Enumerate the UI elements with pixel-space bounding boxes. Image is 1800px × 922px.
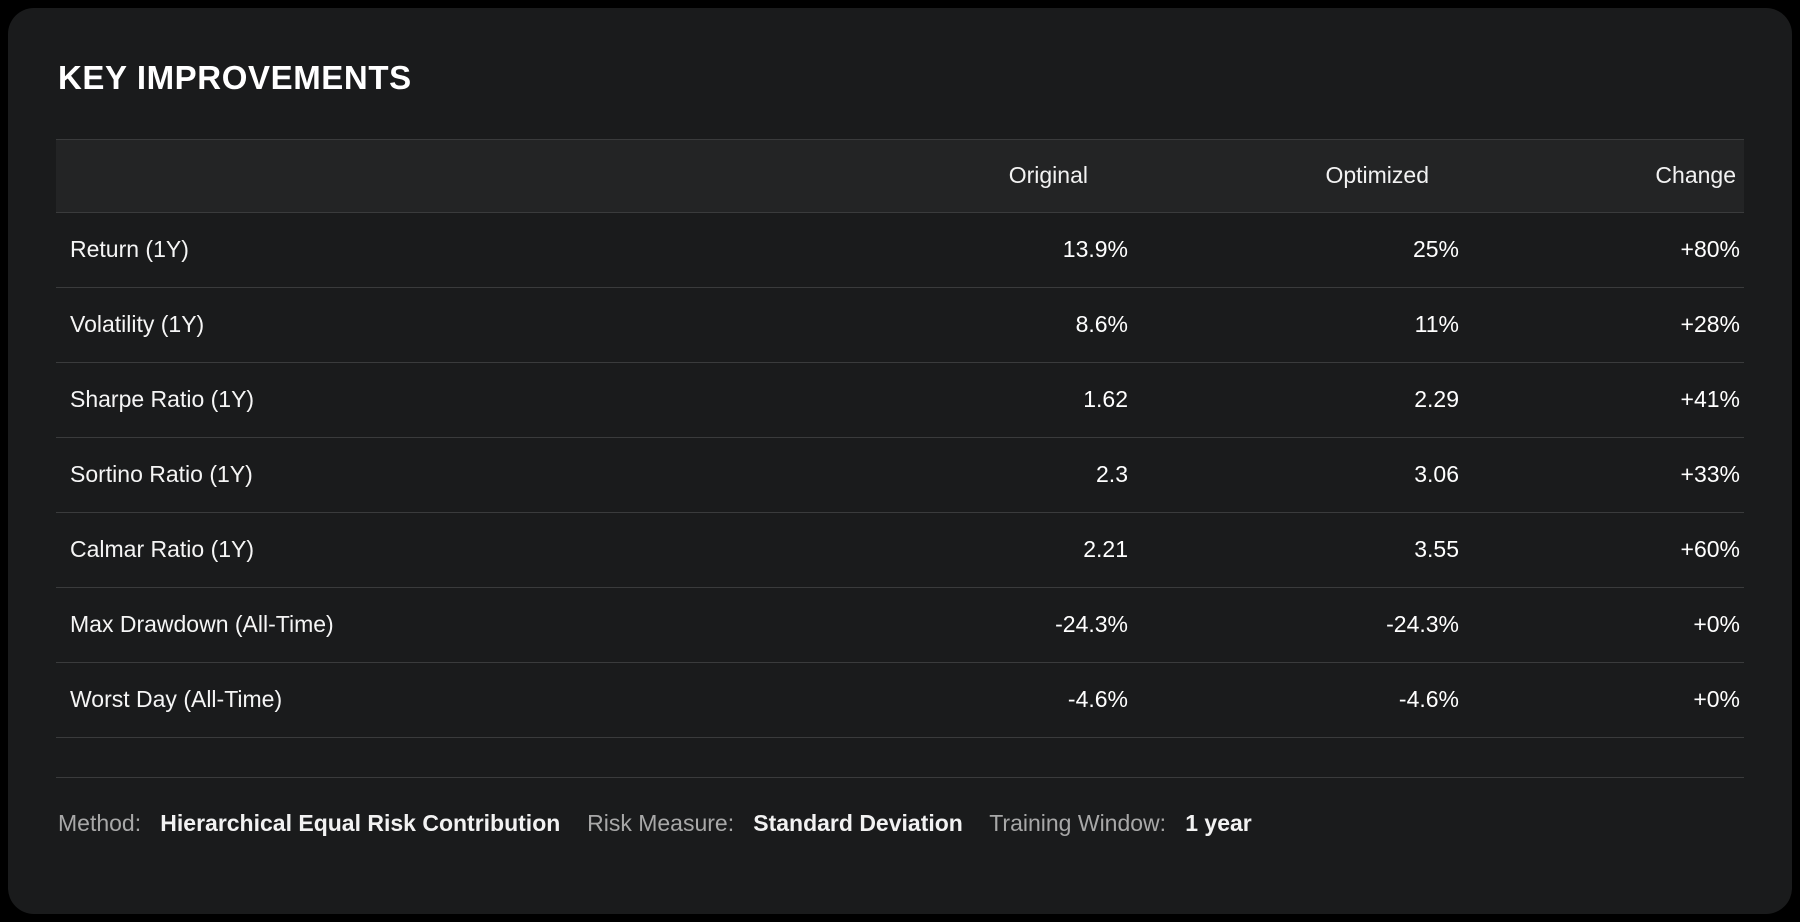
cell-optimized-value: -24.3% (1186, 587, 1486, 663)
cell-metric-name: Worst Day (All-Time) (56, 662, 886, 738)
column-header-optimized: Optimized (1186, 138, 1486, 213)
footer-meta: Method: Hierarchical Equal Risk Contribu… (56, 810, 1744, 837)
cell-optimized-value: 25% (1186, 212, 1486, 288)
cell-original-value: 8.6% (886, 287, 1186, 363)
table-row: Calmar Ratio (1Y) 2.21 3.55 +60% (56, 512, 1744, 588)
cell-change-value: +41% (1486, 362, 1744, 438)
metrics-table-wrapper: Original Optimized Change Return (1Y) 13.… (56, 138, 1744, 778)
method-value: Hierarchical Equal Risk Contribution (160, 809, 561, 836)
column-header-metric (56, 138, 886, 213)
column-header-change: Change (1486, 138, 1744, 213)
cell-metric-name: Calmar Ratio (1Y) (56, 512, 886, 588)
training-window-value: 1 year (1185, 809, 1252, 836)
cell-original-value: 13.9% (886, 212, 1186, 288)
cell-optimized-value: 2.29 (1186, 362, 1486, 438)
table-row: Max Drawdown (All-Time) -24.3% -24.3% +0% (56, 587, 1744, 663)
training-window-label: Training Window: (989, 809, 1167, 836)
table-header-row: Original Optimized Change (56, 138, 1744, 213)
cell-original-value: 2.3 (886, 437, 1186, 513)
risk-measure-label: Risk Measure: (587, 809, 735, 836)
table-row: Sharpe Ratio (1Y) 1.62 2.29 +41% (56, 362, 1744, 438)
cell-optimized-value: -4.6% (1186, 662, 1486, 738)
method-label: Method: (58, 809, 142, 836)
cell-original-value: -4.6% (886, 662, 1186, 738)
cell-change-value: +33% (1486, 437, 1744, 513)
table-row: Worst Day (All-Time) -4.6% -4.6% +0% (56, 662, 1744, 738)
cell-optimized-value: 11% (1186, 287, 1486, 363)
cell-change-value: +80% (1486, 212, 1744, 288)
cell-metric-name: Max Drawdown (All-Time) (56, 587, 886, 663)
cell-metric-name: Sharpe Ratio (1Y) (56, 362, 886, 438)
table-row: Sortino Ratio (1Y) 2.3 3.06 +33% (56, 437, 1744, 513)
cell-optimized-value: 3.06 (1186, 437, 1486, 513)
table-row: Return (1Y) 13.9% 25% +80% (56, 212, 1744, 288)
risk-measure-value: Standard Deviation (753, 809, 963, 836)
cell-change-value: +60% (1486, 512, 1744, 588)
table-body: Return (1Y) 13.9% 25% +80% Volatility (1Y) 8.… (56, 212, 1744, 738)
cell-change-value: +0% (1486, 587, 1744, 663)
cell-optimized-value: 3.55 (1186, 512, 1486, 588)
cell-original-value: 1.62 (886, 362, 1186, 438)
table-header: Original Optimized Change (56, 138, 1744, 213)
table-bottom-divider (56, 776, 1744, 778)
cell-metric-name: Volatility (1Y) (56, 287, 886, 363)
cell-original-value: -24.3% (886, 587, 1186, 663)
cell-metric-name: Sortino Ratio (1Y) (56, 437, 886, 513)
cell-change-value: +0% (1486, 662, 1744, 738)
cell-original-value: 2.21 (886, 512, 1186, 588)
page-title: KEY IMPROVEMENTS (58, 59, 412, 96)
table-row: Volatility (1Y) 8.6% 11% +28% (56, 287, 1744, 363)
cell-change-value: +28% (1486, 287, 1744, 363)
metrics-table: Original Optimized Change Return (1Y) 13.… (56, 138, 1744, 738)
column-header-original: Original (886, 138, 1186, 213)
cell-metric-name: Return (1Y) (56, 212, 886, 288)
key-improvements-card: KEY IMPROVEMENTS Original Optimized Chan… (8, 8, 1792, 914)
